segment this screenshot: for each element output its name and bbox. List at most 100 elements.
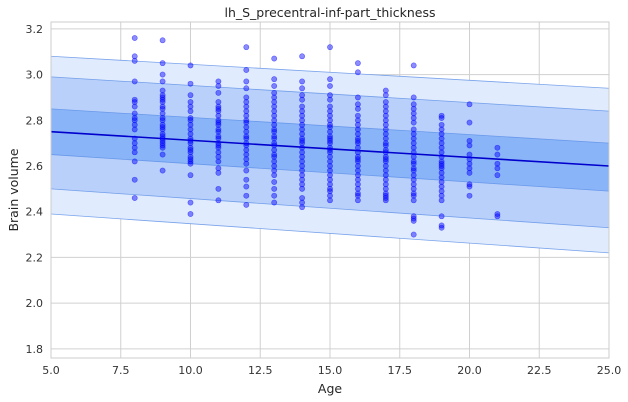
data-point <box>243 99 250 105</box>
data-point <box>438 188 445 195</box>
x-tick-label: 25.0 <box>597 364 622 377</box>
data-point <box>215 112 222 119</box>
data-point <box>187 62 194 69</box>
data-point <box>271 140 278 147</box>
data-point <box>271 179 278 185</box>
data-point <box>299 135 305 142</box>
data-point <box>131 140 138 147</box>
data-point <box>159 142 166 149</box>
data-point <box>215 153 222 160</box>
data-point <box>271 185 278 192</box>
data-point <box>299 131 305 137</box>
data-point <box>243 78 250 85</box>
data-point <box>354 105 361 112</box>
data-point <box>159 99 166 105</box>
data-point <box>243 192 250 199</box>
data-point <box>410 165 417 172</box>
data-point <box>271 99 278 105</box>
data-point <box>327 135 333 142</box>
data-point <box>215 99 222 105</box>
x-axis-ticks: 5.0 7.5 10.0 12.5 15.0 17.5 20.0 22.5 25.0 <box>42 364 621 377</box>
data-point <box>271 172 278 179</box>
data-point <box>382 153 389 160</box>
data-point <box>299 149 305 156</box>
data-point <box>410 190 417 197</box>
prediction-bands <box>50 55 610 254</box>
data-point <box>243 108 250 115</box>
data-point <box>327 83 333 89</box>
data-point <box>438 222 445 229</box>
data-point <box>382 176 389 183</box>
data-point <box>271 163 278 169</box>
data-point <box>354 181 361 188</box>
data-point <box>215 119 222 126</box>
data-point <box>271 133 278 140</box>
data-point <box>187 121 194 128</box>
data-point <box>438 197 445 204</box>
data-point <box>354 137 361 144</box>
data-point <box>159 110 166 117</box>
data-point <box>299 153 305 160</box>
data-point <box>466 169 473 176</box>
data-point <box>494 213 501 220</box>
data-point <box>438 224 445 231</box>
data-point <box>354 94 361 101</box>
data-point <box>354 101 361 108</box>
data-point <box>382 172 389 179</box>
data-point <box>410 105 417 112</box>
x-tick-label: 15.0 <box>318 364 343 377</box>
data-point <box>382 167 389 174</box>
mean-line <box>50 130 610 167</box>
data-point <box>466 160 473 167</box>
data-point <box>159 94 166 101</box>
data-point <box>327 124 333 131</box>
data-point <box>243 85 250 92</box>
data-point <box>159 137 166 144</box>
data-point <box>215 89 222 96</box>
data-point <box>327 181 333 188</box>
data-point <box>327 117 333 124</box>
data-point <box>382 112 389 119</box>
data-point <box>494 165 501 172</box>
data-point <box>354 60 361 67</box>
y-tick-label: 2.6 <box>26 160 44 173</box>
data-point <box>215 135 222 142</box>
data-point <box>159 105 166 112</box>
data-point <box>438 163 445 169</box>
data-point <box>327 153 333 160</box>
data-point <box>410 140 417 147</box>
data-point <box>410 231 417 238</box>
data-point <box>299 85 305 92</box>
data-point <box>438 149 445 156</box>
data-point <box>299 117 305 124</box>
data-point <box>327 176 333 183</box>
data-point <box>410 62 417 69</box>
data-point <box>382 181 389 188</box>
data-point <box>243 67 250 73</box>
data-point <box>354 121 361 128</box>
data-point <box>215 108 222 115</box>
data-point <box>187 160 194 167</box>
data-point <box>410 181 417 188</box>
data-point <box>271 76 278 83</box>
data-point <box>354 131 361 137</box>
y-tick-label: 3.2 <box>26 23 44 36</box>
data-point <box>382 108 389 115</box>
data-point <box>159 92 166 99</box>
data-point <box>159 60 166 67</box>
band-middle-upper-edge <box>50 76 610 112</box>
data-point <box>382 117 389 124</box>
data-point <box>131 99 138 105</box>
data-point <box>159 87 166 94</box>
data-point <box>438 213 445 220</box>
data-point <box>271 89 278 96</box>
data-point <box>382 158 389 165</box>
data-point <box>410 110 417 117</box>
data-point <box>354 126 361 133</box>
data-point <box>382 197 389 204</box>
data-point <box>131 158 138 165</box>
data-point <box>187 126 194 133</box>
data-point <box>494 151 501 158</box>
data-point <box>131 96 138 103</box>
data-point <box>159 144 166 151</box>
